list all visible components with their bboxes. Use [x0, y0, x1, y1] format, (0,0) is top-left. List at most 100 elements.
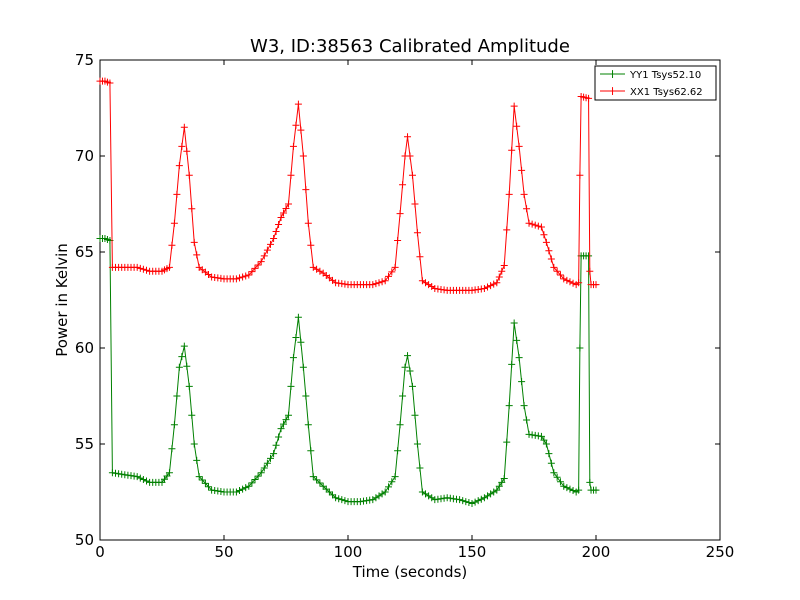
- data-point: [518, 166, 526, 174]
- x-axis-label: Time (seconds): [352, 563, 468, 581]
- data-point: [170, 421, 178, 429]
- data-point: [263, 459, 271, 467]
- legend: + YY1 Tsys52.10 + XX1 Tsys62.62: [594, 65, 717, 101]
- data-point: [188, 411, 196, 419]
- data-point: [297, 126, 305, 134]
- x-tick-label: 200: [582, 543, 611, 561]
- data-point: [540, 231, 548, 239]
- data-point: [406, 152, 414, 160]
- data-point: [493, 279, 501, 287]
- data-point: [304, 219, 312, 227]
- data-point: [528, 220, 536, 228]
- data-point: [277, 425, 285, 433]
- data-point: [408, 171, 416, 179]
- data-point: [576, 171, 584, 179]
- data-point: [531, 221, 539, 229]
- data-point: [385, 483, 393, 491]
- data-point: [239, 485, 247, 493]
- data-point: [542, 238, 550, 246]
- data-point: [316, 479, 324, 487]
- data-point: [462, 498, 470, 506]
- data-point: [287, 382, 295, 390]
- data-point: [232, 275, 240, 283]
- data-point: [338, 496, 346, 504]
- data-point: [302, 392, 310, 400]
- data-point: [547, 459, 555, 467]
- data-point: [254, 261, 262, 269]
- data-point: [190, 238, 198, 246]
- data-point: [585, 94, 593, 102]
- data-point: [566, 485, 574, 493]
- data-point: [480, 284, 488, 292]
- data-point: [297, 338, 305, 346]
- data-point: [277, 213, 285, 221]
- data-point: [143, 266, 150, 274]
- data-point: [413, 229, 421, 237]
- data-point: [136, 264, 144, 272]
- data-point: [190, 440, 198, 448]
- data-point: [193, 456, 201, 464]
- series-layer: [96, 77, 600, 508]
- data-point: [270, 235, 278, 243]
- data-point: [408, 382, 416, 390]
- data-point: [188, 205, 196, 213]
- data-point: [525, 219, 533, 227]
- data-point: [510, 319, 518, 327]
- data-point: [484, 283, 491, 291]
- data-point: [510, 102, 518, 110]
- data-point: [500, 475, 508, 483]
- data-point: [550, 263, 558, 271]
- data-point: [272, 228, 280, 236]
- data-point: [537, 432, 545, 440]
- data-point: [304, 421, 312, 429]
- series-0: [96, 235, 600, 508]
- data-point: [198, 476, 206, 484]
- data-point: [299, 363, 307, 371]
- data-point: [299, 152, 307, 160]
- data-point: [267, 240, 274, 248]
- data-point: [468, 500, 476, 508]
- data-point: [292, 121, 300, 129]
- data-point: [106, 79, 114, 87]
- data-point: [556, 478, 564, 486]
- data-point: [251, 264, 259, 272]
- data-point: [178, 353, 186, 361]
- data-point: [139, 476, 147, 484]
- data-point: [248, 479, 256, 487]
- data-point: [284, 411, 292, 419]
- data-point: [245, 271, 253, 279]
- y-axis-label: Power in Kelvin: [53, 243, 71, 357]
- data-point: [143, 477, 150, 485]
- data-point: [267, 454, 274, 462]
- data-point: [413, 440, 421, 448]
- data-point: [513, 122, 521, 130]
- data-point: [545, 450, 553, 458]
- data-point: [399, 181, 407, 189]
- data-point: [550, 469, 558, 477]
- data-point: [232, 488, 240, 496]
- y-tick-label: 75: [75, 51, 94, 69]
- data-point: [170, 219, 178, 227]
- data-point: [284, 200, 292, 208]
- data-point: [487, 282, 495, 290]
- data-point: [175, 162, 183, 170]
- data-point: [534, 222, 542, 230]
- data-point: [592, 486, 600, 494]
- data-point: [586, 478, 594, 486]
- data-point: [168, 445, 176, 453]
- data-point: [399, 392, 407, 400]
- data-point: [309, 473, 317, 481]
- data-point: [322, 485, 330, 493]
- data-point: [260, 252, 268, 260]
- data-point: [375, 279, 383, 287]
- data-point: [257, 469, 265, 477]
- data-point: [133, 263, 141, 271]
- data-point: [391, 263, 399, 271]
- data-point: [515, 142, 523, 150]
- data-point: [280, 209, 288, 217]
- data-point: [282, 416, 290, 424]
- data-point: [185, 382, 193, 390]
- data-point: [505, 190, 513, 198]
- data-point: [242, 484, 250, 492]
